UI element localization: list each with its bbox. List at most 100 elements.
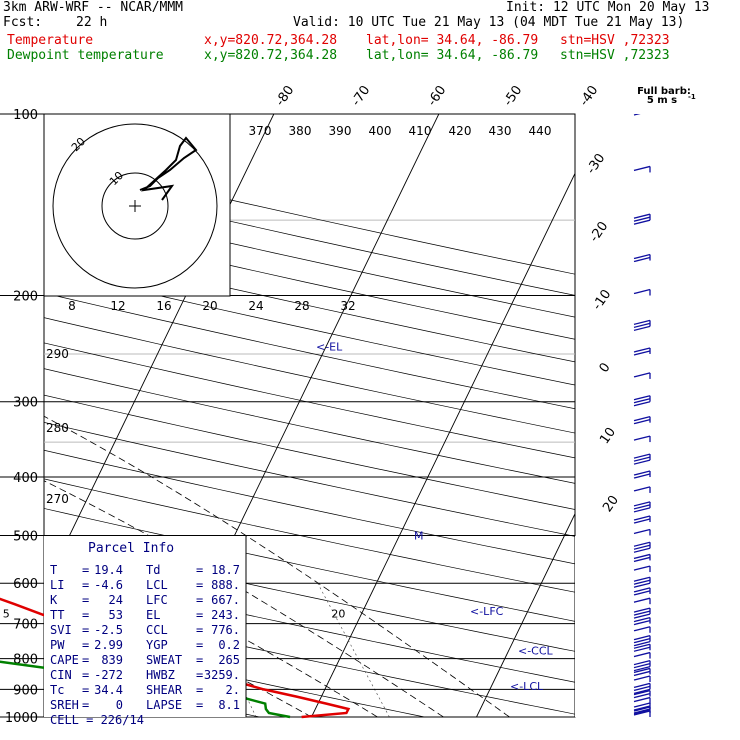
isotherm-label--10: -10 [590,287,614,313]
parcel-eq: = [82,668,89,682]
wind-barb-feather [633,619,651,626]
wind-barb-feather [633,662,651,669]
forecast-label: Fcst: [3,15,43,30]
theta-left-label-280: 280 [46,421,69,435]
isotherm-label--70: -70 [349,83,373,109]
parcel-eq: = [196,623,203,637]
wind-barb-feather [633,515,651,521]
hodograph-trace [139,136,198,201]
theta-label-430: 430 [489,124,512,138]
pressure-label-400: 400 [13,471,38,486]
theta-label-390: 390 [329,124,352,138]
wind-barb-feather [633,288,651,295]
temperature-station: stn=HSV ,72323 [560,33,670,48]
wind-barb-feather [633,706,651,712]
wind-barb-feather [633,459,651,465]
level-marker: M [414,529,424,542]
wind-barb-feather [633,325,651,331]
wind-barb-feather [633,689,651,696]
upper-row-label-24: 24 [248,299,263,313]
wind-barb-feather [633,347,651,353]
parcel-value: -272 [94,668,123,682]
parcel-value: 265 [218,653,240,667]
isotherm-label-20: 20 [600,493,622,515]
wind-barb-feather [633,616,651,623]
wind-barb-feather [633,590,651,596]
pressure-label-300: 300 [13,396,38,411]
wind-barb-feather [633,216,651,222]
wind-barb-feather [633,710,651,716]
parcel-key: Td [146,563,160,577]
upper-row-label-32: 32 [340,299,355,313]
wind-barb-feather [633,553,651,560]
wind-barb-feather [633,705,651,711]
level-marker: <-LCL [510,680,544,693]
wind-barb-feather [633,219,651,225]
wind-barb-feather [633,688,651,695]
wind-barb-feather [633,435,651,441]
parcel-key: LAPSE [146,698,182,712]
wind-barb-feather [633,456,651,462]
parcel-key: HWBZ [146,668,175,682]
dewpoint-legend: Dewpoint temperature [7,48,164,63]
parcel-eq: = [82,683,89,697]
wind-barb-feather [633,635,651,641]
wind-barb-feather [633,702,651,708]
isotherm-label--40: -40 [577,83,601,109]
wind-barb-feather [633,665,651,672]
hodograph-box [43,113,231,297]
valid-time: Valid: 10 UTC Tue 21 May 13 (04 MDT Tue … [293,15,685,30]
mixing-ratio-label-5: 5 [3,608,10,621]
parcel-eq: = [82,563,89,577]
parcel-cell: CELL = 226/14 [50,713,144,727]
wind-barb-feather [633,651,651,658]
parcel-value: 667. [211,593,240,607]
wind-barb-feather [633,416,651,422]
upper-row-label-20: 20 [202,299,217,313]
parcel-eq: = [196,608,203,622]
parcel-value: 3259. [204,668,240,682]
pressure-label-100: 100 [13,108,38,123]
parcel-eq: = [82,608,89,622]
parcel-key: Tc [50,683,64,697]
dewpoint-latlon: lat,lon= 34.64, -86.79 [366,48,539,63]
wind-barb-feather [633,708,651,714]
wind-barb-feather [633,541,651,547]
parcel-eq: = [82,623,89,637]
pressure-label-600: 600 [13,577,38,592]
wind-barb-feather [633,507,651,513]
parcel-eq: = [196,563,203,577]
parcel-eq: = [196,653,203,667]
parcel-key: LFC [146,593,168,607]
wind-barb-feather [633,547,651,553]
hodograph-ring-outer [52,123,218,289]
wind-barb-feather [633,709,651,715]
isotherm-label--60: -60 [425,83,449,109]
parcel-value: 18.7 [211,563,240,577]
parcel-value: 2.99 [94,638,123,652]
wind-barb-feather [633,667,651,674]
wind-barb-feather [633,682,651,689]
dry-adiabat [44,478,575,593]
theta-label-410: 410 [409,124,432,138]
dry-adiabat [44,602,575,715]
dry-adiabat [44,508,575,622]
mixing-ratio-line [317,583,390,717]
wind-panel-mask [575,536,740,717]
dry-adiabat [44,635,427,717]
wind-barb-feather [633,473,651,479]
wind-barb-feather [633,582,651,588]
wind-barb-feather [633,685,651,692]
parcel-key: SHEAR [146,683,183,697]
wind-barb-feather [633,401,651,407]
wind-barb-feather [633,165,651,172]
wind-barb-feather [633,256,651,263]
wind-barb-feather [633,576,651,582]
parcel-key: CCL [146,623,168,637]
pressure-label-700: 700 [13,618,38,633]
parcel-key: PW [50,638,65,652]
wind-barb-feather [633,395,651,401]
isotherm-label--30: -30 [584,151,608,177]
dry-adiabat [44,317,575,434]
